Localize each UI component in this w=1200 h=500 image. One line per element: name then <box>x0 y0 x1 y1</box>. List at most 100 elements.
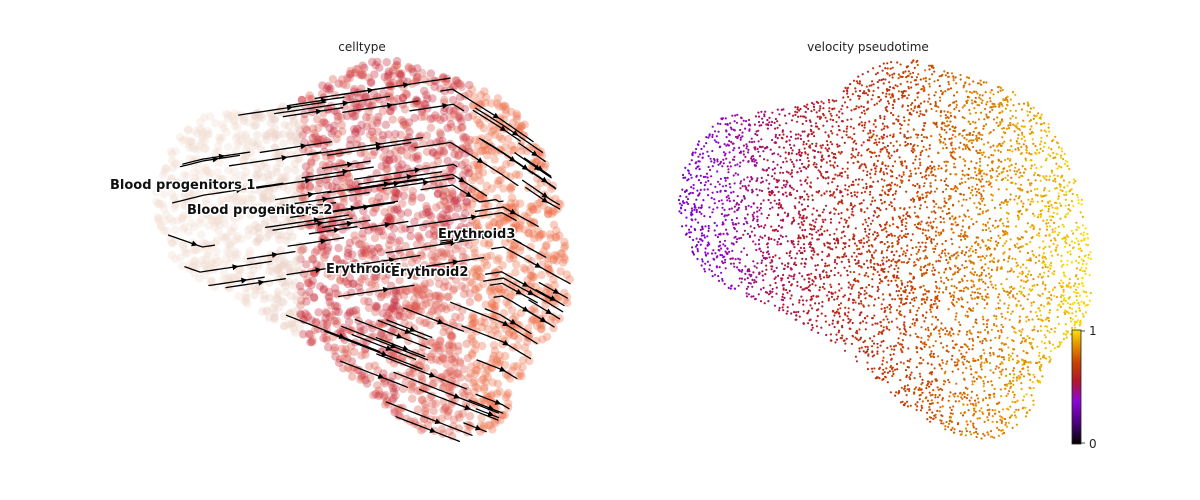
pseudotime-point <box>979 111 983 114</box>
pseudotime-point <box>836 297 839 300</box>
pseudotime-point <box>1084 227 1087 230</box>
pseudotime-point <box>801 288 804 291</box>
celltype-point <box>270 129 279 139</box>
celltype-point <box>171 158 180 168</box>
celltype-point <box>467 314 477 323</box>
pseudotime-point <box>989 393 992 396</box>
pseudotime-point <box>1043 256 1047 259</box>
pseudotime-point <box>1013 393 1016 396</box>
pseudotime-point <box>906 405 910 408</box>
pseudotime-point <box>960 305 963 308</box>
celltype-point <box>399 312 409 322</box>
pseudotime-point <box>837 303 841 307</box>
celltype-point <box>455 111 464 121</box>
pseudotime-point <box>954 315 958 318</box>
pseudotime-point <box>750 137 753 140</box>
celltype-point <box>488 299 497 309</box>
celltype-point <box>418 210 427 219</box>
pseudotime-point <box>991 415 994 418</box>
pseudotime-point <box>958 400 961 403</box>
pseudotime-point <box>1070 200 1073 203</box>
pseudotime-point <box>948 292 952 295</box>
celltype-point <box>368 127 377 136</box>
pseudotime-point <box>969 247 972 250</box>
pseudotime-point <box>949 87 953 90</box>
pseudotime-point <box>801 275 804 278</box>
pseudotime-point <box>1013 130 1016 133</box>
celltype-point <box>525 208 534 217</box>
celltype-point <box>532 336 541 345</box>
pseudotime-point <box>993 387 996 390</box>
pseudotime-point <box>984 396 988 400</box>
pseudotime-point <box>857 296 860 299</box>
pseudotime-point <box>922 293 925 296</box>
celltype-point <box>217 195 226 204</box>
pseudotime-point <box>922 284 925 287</box>
pseudotime-point <box>879 169 883 172</box>
pseudotime-point <box>960 229 963 232</box>
pseudotime-point <box>1026 273 1030 276</box>
pseudotime-point <box>967 215 971 218</box>
celltype-point <box>445 249 455 258</box>
pseudotime-point <box>1058 231 1061 234</box>
pseudotime-point <box>870 168 873 171</box>
pseudotime-point <box>723 282 726 286</box>
pseudotime-point <box>916 309 919 312</box>
pseudotime-point <box>1014 401 1017 404</box>
pseudotime-point <box>1060 279 1063 282</box>
pseudotime-point <box>953 291 956 294</box>
celltype-point <box>396 217 405 226</box>
pseudotime-point <box>922 185 926 188</box>
pseudotime-point <box>798 315 801 318</box>
pseudotime-point <box>717 141 720 144</box>
pseudotime-point <box>865 174 869 177</box>
celltype-point <box>344 178 353 187</box>
pseudotime-point <box>797 310 800 313</box>
celltype-point <box>264 129 274 138</box>
celltype-point <box>188 143 197 152</box>
celltype-point <box>226 253 236 262</box>
celltype-point <box>203 126 212 136</box>
pseudotime-point <box>987 227 991 230</box>
celltype-point <box>427 355 436 364</box>
pseudotime-point <box>756 262 759 265</box>
pseudotime-point <box>926 296 929 299</box>
pseudotime-point <box>891 73 894 76</box>
celltype-point <box>314 123 323 133</box>
celltype-point <box>425 292 435 302</box>
pseudotime-point <box>1074 326 1077 329</box>
celltype-point <box>472 224 481 233</box>
celltype-point <box>506 291 515 300</box>
pseudotime-point <box>921 176 924 179</box>
celltype-point <box>350 347 359 357</box>
celltype-point <box>338 127 347 136</box>
pseudotime-point <box>995 121 998 124</box>
pseudotime-point <box>919 164 922 167</box>
celltype-point <box>442 211 452 220</box>
celltype-point <box>446 330 455 340</box>
pseudotime-point <box>802 214 805 217</box>
pseudotime-point <box>721 221 724 224</box>
celltype-point <box>262 135 271 145</box>
pseudotime-point <box>849 283 852 286</box>
pseudotime-point <box>938 254 941 257</box>
pseudotime-point <box>832 191 836 194</box>
celltype-point <box>494 320 504 329</box>
pseudotime-point <box>764 224 767 227</box>
celltype-point <box>391 188 401 197</box>
pseudotime-point <box>945 344 949 347</box>
pseudotime-point <box>856 154 860 157</box>
celltype-point <box>443 156 452 166</box>
celltype-point <box>246 210 256 220</box>
celltype-point <box>499 217 508 226</box>
celltype-point <box>431 291 440 300</box>
celltype-point <box>413 211 422 221</box>
celltype-point <box>418 282 427 291</box>
pseudotime-point <box>1062 299 1065 302</box>
pseudotime-point <box>1082 315 1085 318</box>
pseudotime-point <box>1046 266 1049 269</box>
celltype-point <box>367 78 376 88</box>
celltype-point <box>474 223 483 232</box>
pseudotime-point <box>704 181 707 184</box>
pseudotime-point <box>724 123 727 126</box>
